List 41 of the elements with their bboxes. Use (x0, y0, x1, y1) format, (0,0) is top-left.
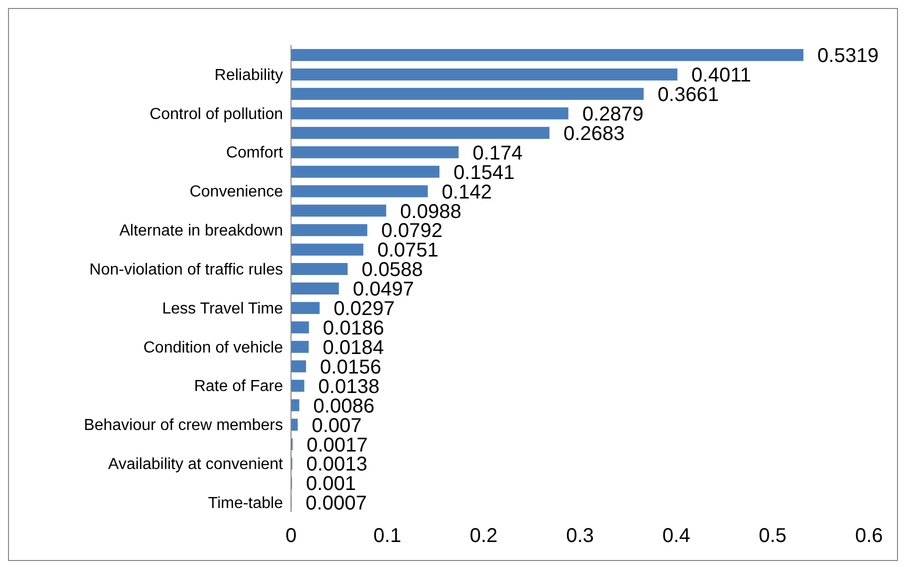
x-tick-label: 0.3 (566, 525, 594, 548)
y-tick-label: Reliability (214, 66, 283, 84)
x-tick-label: 0.4 (662, 525, 690, 548)
y-tick-label: Comfort (226, 144, 284, 162)
data-label: 0.0086 (313, 395, 374, 418)
data-label: 0.1541 (453, 162, 515, 184)
data-label: 0.007 (312, 414, 362, 437)
data-label: 0.0751 (377, 240, 439, 262)
data-label: 0.3661 (658, 84, 719, 106)
y-tick-label: Time-table (208, 494, 284, 512)
data-label: 0.4011 (691, 64, 752, 87)
data-label: 0.0988 (400, 200, 462, 223)
data-label: 0.0138 (318, 376, 380, 398)
data-label: 0.0007 (306, 492, 367, 515)
data-label: 0.5319 (817, 45, 879, 68)
y-tick-label: Availability at convenient (108, 456, 284, 474)
x-tick-label: 0 (285, 525, 297, 548)
y-tick-label: Rate of Fare (194, 378, 284, 396)
data-label: 0.0588 (362, 259, 423, 282)
data-label: 0.0013 (306, 454, 368, 476)
y-tick-label: Non-violation of traffic rules (89, 261, 283, 278)
x-tick-label: 0.2 (470, 525, 498, 548)
x-tick-label: 0.5 (758, 525, 787, 548)
x-tick-label: 0.6 (855, 525, 883, 548)
data-label: 0.142 (442, 181, 492, 204)
x-tick-label: 0.1 (373, 525, 402, 548)
y-tick-label: Control of pollution (150, 106, 283, 123)
data-label: 0.0497 (352, 278, 414, 301)
data-label: 0.0792 (381, 220, 442, 242)
y-tick-label: Convenience (190, 184, 284, 201)
data-label: 0.0297 (334, 298, 395, 320)
data-label: 0.001 (306, 473, 356, 496)
y-tick-label: Behaviour of crew members (84, 417, 283, 434)
data-label: 0.174 (472, 142, 523, 164)
y-tick-label: Less Travel Time (162, 300, 284, 318)
data-label: 0.0156 (320, 356, 382, 378)
data-label: 0.2879 (582, 103, 644, 126)
data-label: 0.2683 (563, 122, 625, 145)
y-tick-label: Alternate in breakdown (119, 222, 283, 240)
data-label: 0.0017 (306, 434, 368, 456)
y-tick-label: Condition of vehicle (143, 339, 284, 356)
